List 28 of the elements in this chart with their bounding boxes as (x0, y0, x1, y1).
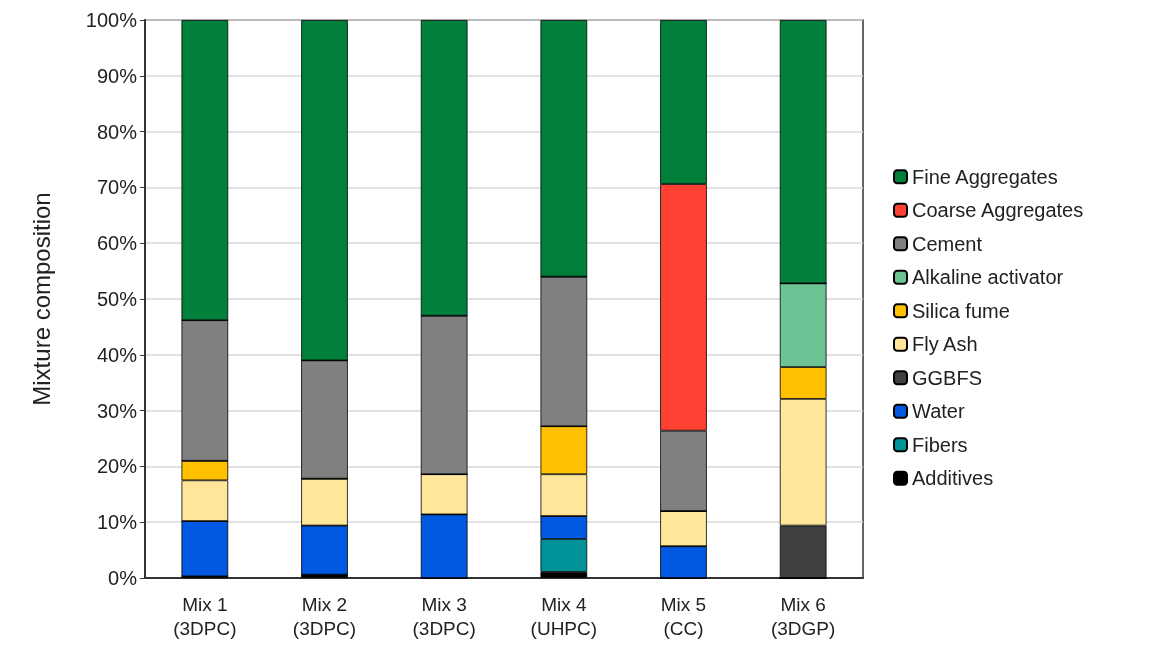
x-tick-label: Mix 3 (3DPC) (412, 593, 476, 639)
legend-label: Water (912, 400, 965, 423)
x-tick-label: Mix 5 (CC) (660, 593, 707, 639)
x-tick-label: Mix 1 (3DPC) (173, 593, 237, 639)
y-tick-label: 100% (85, 9, 138, 31)
legend-label: Fly Ash (912, 333, 978, 356)
x-tick-label: Mix 4 (UHPC) (530, 593, 598, 639)
y-tick-label: 30% (96, 399, 138, 422)
legend-label: Fine Aggregates (912, 165, 1058, 188)
x-tick-label: Mix 6 (3DGP) (770, 593, 836, 639)
y-tick-label: 40% (96, 343, 138, 366)
y-tick-label: 50% (96, 288, 138, 310)
legend-label: Silica fume (912, 299, 1010, 322)
y-tick-label: 90% (96, 64, 138, 87)
y-axis-title: Mixture composition (27, 192, 55, 406)
y-tick-label: 0% (108, 567, 138, 589)
y-tick-label: 10% (96, 511, 138, 534)
x-tick-label: Mix 2 (3DPC) (292, 593, 357, 639)
legend-label: Additives (912, 467, 994, 490)
legend-label: Fibers (912, 433, 968, 456)
y-tick-label: 70% (96, 176, 138, 199)
legend-label: Cement (912, 232, 983, 255)
y-tick-label: 80% (96, 120, 138, 143)
legend-label: Coarse Aggregates (912, 199, 1084, 222)
legend-label: Alkaline activator (912, 266, 1064, 289)
y-tick-label: 20% (96, 455, 138, 478)
y-tick-label: 60% (96, 232, 138, 255)
legend-label: GGBFS (912, 366, 983, 389)
